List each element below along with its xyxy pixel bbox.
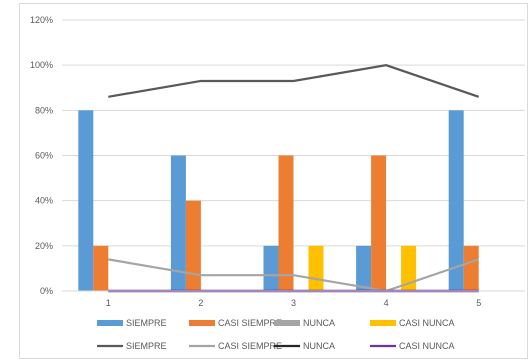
legend-label: CASI SIEMPRE xyxy=(218,341,282,351)
legend-label: CASI NUNCA xyxy=(399,341,455,351)
bar xyxy=(308,245,324,291)
series-line xyxy=(108,64,480,98)
legend-label: NUNCA xyxy=(303,341,335,351)
y-tick-label: 120% xyxy=(30,15,53,25)
y-tick-label: 80% xyxy=(35,105,53,115)
x-tick-label: 3 xyxy=(291,298,296,308)
bar xyxy=(463,245,479,291)
x-tick-label: 2 xyxy=(198,298,203,308)
legend-swatch xyxy=(370,320,396,326)
y-tick-label: 0% xyxy=(40,286,53,296)
bar xyxy=(78,110,94,291)
legend-label: SIEMPRE xyxy=(126,318,167,328)
x-tick-label: 4 xyxy=(384,298,389,308)
bar xyxy=(448,110,464,291)
bar xyxy=(263,245,279,291)
x-tick-label: 1 xyxy=(106,298,111,308)
chart-frame xyxy=(19,3,528,359)
legend-swatch xyxy=(274,320,300,326)
legend-label: NUNCA xyxy=(303,318,335,328)
y-tick-label: 100% xyxy=(30,60,53,70)
legend-label: SIEMPRE xyxy=(126,341,167,351)
bar xyxy=(170,155,186,291)
legend-swatch xyxy=(97,320,123,326)
bar xyxy=(93,245,109,291)
bar xyxy=(185,200,201,291)
y-tick-label: 40% xyxy=(35,196,53,206)
bar xyxy=(401,245,417,291)
legend-swatch xyxy=(189,320,215,326)
legend-label: CASI NUNCA xyxy=(399,318,455,328)
x-tick-label: 5 xyxy=(476,298,481,308)
series-line xyxy=(108,258,480,293)
y-tick-label: 60% xyxy=(35,151,53,161)
bar xyxy=(356,245,372,291)
bar xyxy=(371,155,387,291)
y-tick-label: 20% xyxy=(35,241,53,251)
bar xyxy=(278,155,294,291)
legend-label: CASI SIEMPRE xyxy=(218,318,282,328)
